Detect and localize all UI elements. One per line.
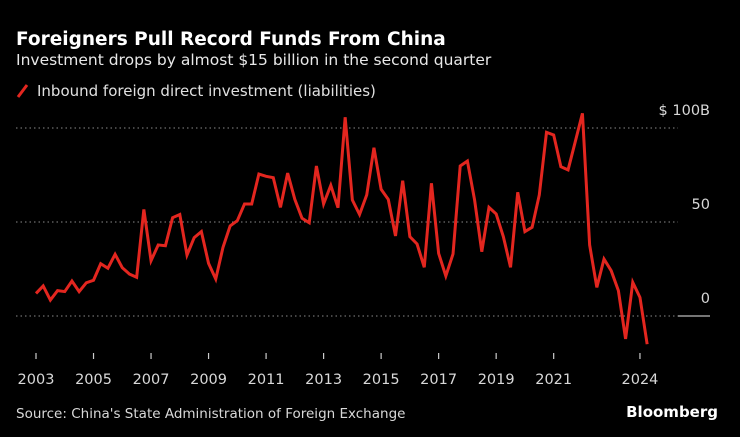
x-tick-label: 2017 bbox=[420, 372, 457, 388]
x-tick-label: 2011 bbox=[248, 372, 285, 388]
x-tick-label: 2003 bbox=[18, 372, 55, 388]
x-tick-label: 2015 bbox=[363, 372, 400, 388]
y-tick-label: 0 bbox=[701, 291, 710, 307]
legend-label: Inbound foreign direct investment (liabi… bbox=[37, 82, 376, 100]
x-tick-label: 2009 bbox=[190, 372, 227, 388]
x-tick-label: 2024 bbox=[622, 372, 659, 388]
x-tick-label: 2007 bbox=[133, 372, 170, 388]
bloomberg-logo: Bloomberg bbox=[626, 403, 718, 421]
x-tick-label: 2005 bbox=[75, 372, 112, 388]
series-line bbox=[34, 112, 649, 345]
source-note: Source: China's State Administration of … bbox=[16, 406, 405, 422]
chart-subtitle: Investment drops by almost $15 billion i… bbox=[16, 51, 492, 69]
y-tick-label: $ 100B bbox=[659, 103, 710, 119]
legend-swatch-icon bbox=[16, 84, 29, 98]
x-tick-label: 2013 bbox=[305, 372, 342, 388]
chart-title: Foreigners Pull Record Funds From China bbox=[16, 29, 446, 50]
x-tick-label: 2019 bbox=[478, 372, 515, 388]
y-tick-label: 50 bbox=[692, 197, 710, 213]
x-tick-label: 2021 bbox=[535, 372, 572, 388]
